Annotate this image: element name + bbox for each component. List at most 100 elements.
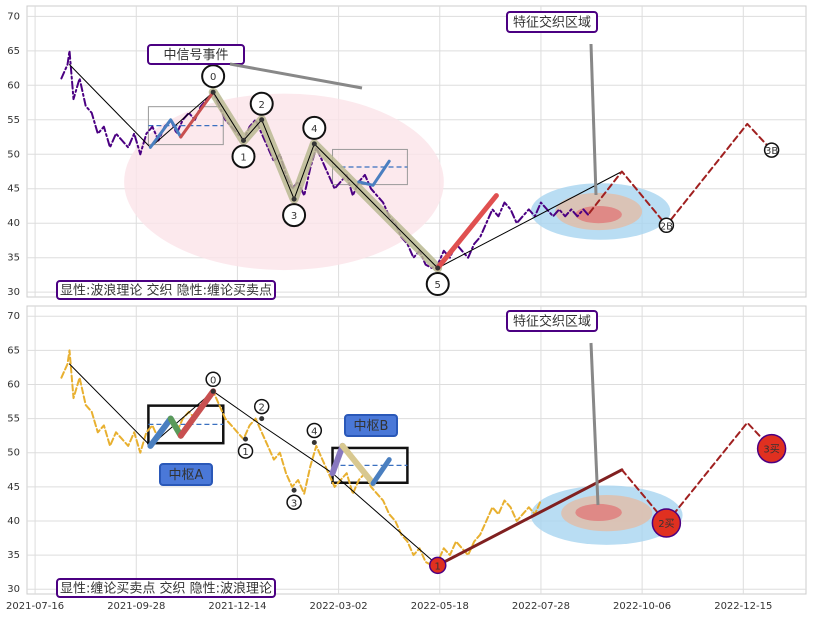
pointer-arrow — [589, 43, 598, 196]
annotation-text: 中枢B — [354, 419, 389, 434]
pivot-label: 2 — [259, 403, 265, 414]
annotation-box — [56, 578, 276, 598]
pivot-point — [291, 487, 297, 493]
x-tick-label: 2022-12-15 — [714, 601, 772, 612]
pivot-label: 2买 — [658, 518, 674, 530]
annotation-box — [159, 463, 213, 486]
y-tick-label: 65 — [7, 46, 20, 57]
x-tick-label: 2022-10-06 — [613, 601, 671, 612]
pivot-badge — [651, 508, 682, 538]
pivot-label: 3 — [291, 211, 297, 222]
pivot-point — [259, 416, 265, 422]
y-tick-label: 45 — [7, 184, 20, 195]
y-tick-label: 50 — [7, 448, 20, 459]
annotation-box — [147, 44, 245, 65]
x-tick-label: 2022-07-28 — [512, 601, 570, 612]
y-tick-label: 60 — [7, 80, 20, 91]
series-line — [177, 388, 217, 439]
pivot-label: 3B — [765, 146, 778, 157]
pivot-badge — [763, 142, 780, 158]
y-tick-label: 70 — [7, 311, 20, 322]
pivot-badge — [425, 272, 450, 297]
annotation-text: 显性:波浪理论 交织 隐性:缠论买卖点 — [60, 283, 272, 299]
y-tick-label: 65 — [7, 345, 20, 356]
pivot-badge — [237, 443, 254, 459]
pivot-label: 3 — [291, 498, 297, 509]
x-tick-label: 2021-09-28 — [107, 601, 165, 612]
x-tick-label: 2021-12-14 — [208, 601, 266, 612]
series-line — [60, 49, 591, 269]
series-line — [60, 349, 542, 567]
y-tick-label: 55 — [7, 115, 20, 126]
pivot-point — [243, 436, 249, 442]
pivot-label: 5 — [435, 280, 441, 291]
y-tick-label: 30 — [7, 584, 20, 595]
annotation-text: 特征交织区域 — [513, 314, 591, 330]
series-line — [167, 415, 184, 439]
pivot-point — [435, 265, 441, 271]
series-line — [329, 442, 346, 477]
pivot-label: 2 — [259, 100, 265, 111]
series-line — [357, 159, 391, 187]
pivot-point — [291, 196, 297, 202]
pivot-badge — [231, 144, 256, 169]
pivot-label: 0 — [210, 375, 216, 386]
pivot-label: 1 — [242, 447, 248, 458]
pivot-badge — [756, 433, 787, 464]
series-line — [370, 457, 392, 486]
y-tick-label: 50 — [7, 149, 20, 160]
pivot-badge — [201, 64, 226, 89]
y-tick-label: 40 — [7, 218, 20, 229]
pivot-label: 2B — [660, 221, 673, 232]
pivot-point — [210, 388, 216, 394]
series-line — [179, 90, 215, 139]
pivot-label: 1 — [240, 152, 246, 163]
x-tick-label: 2022-03-02 — [310, 601, 368, 612]
annotation-box — [344, 414, 398, 437]
series-line — [436, 468, 624, 567]
plot-area — [26, 305, 807, 595]
pivot-badge — [282, 203, 307, 228]
series-line — [339, 442, 376, 487]
pivot-badge — [205, 371, 221, 388]
y-tick-label: 70 — [7, 11, 20, 22]
pivot-badge — [249, 91, 274, 116]
highlight-region — [575, 205, 622, 224]
annotation-box — [506, 11, 598, 33]
pivot-badge — [658, 217, 675, 234]
series-line — [147, 415, 174, 449]
annotation-text: 特征交织区域 — [513, 15, 591, 31]
pointer-arrow — [589, 342, 600, 506]
pivot-label: 4 — [311, 124, 317, 135]
y-tick-label: 35 — [7, 550, 20, 561]
pivot-label: 4 — [311, 426, 317, 437]
annotation-text: 中信号事件 — [163, 48, 228, 63]
x-tick-label: 2022-05-18 — [411, 601, 469, 612]
pivot-point — [311, 439, 317, 445]
annotation-text: 显性:缠论买卖点 交织 隐性:波浪理论 — [60, 581, 272, 597]
x-tick-label: 2021-07-16 — [6, 601, 64, 612]
y-tick-label: 35 — [7, 253, 20, 264]
highlight-region — [575, 503, 622, 521]
pivot-label: 1 — [435, 561, 441, 572]
pivot-badge — [428, 556, 447, 575]
annotation-text: 中枢A — [169, 468, 204, 483]
pivot-badge — [306, 422, 323, 439]
pivot-point — [311, 141, 317, 147]
y-tick-label: 40 — [7, 516, 20, 527]
pointer-arrow — [229, 62, 363, 90]
y-tick-label: 55 — [7, 414, 20, 425]
y-tick-label: 60 — [7, 379, 20, 390]
pivot-badge — [286, 494, 302, 511]
pivot-badge — [253, 398, 270, 415]
y-tick-label: 45 — [7, 482, 20, 493]
y-tick-label: 30 — [7, 287, 20, 298]
pivot-label: 0 — [210, 72, 216, 83]
annotation-box — [56, 280, 276, 300]
pivot-point — [210, 89, 216, 95]
annotation-box — [506, 310, 598, 332]
pivot-point — [259, 117, 265, 123]
series-line — [435, 193, 499, 271]
pivot-label: 3买 — [763, 444, 779, 456]
